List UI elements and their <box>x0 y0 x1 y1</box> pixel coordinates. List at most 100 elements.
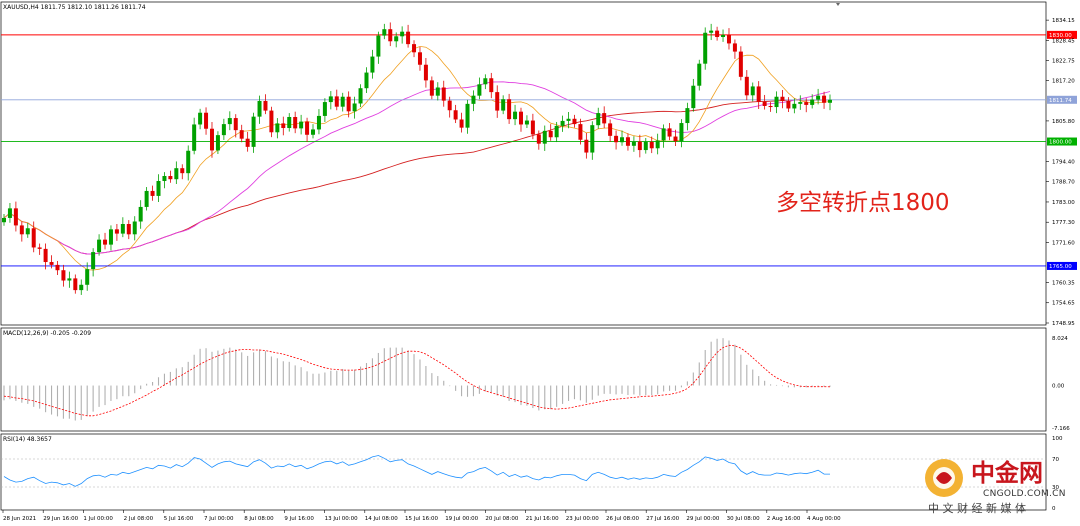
price-tick-label: 1822.75 <box>1052 59 1075 65</box>
candle-body <box>590 125 595 153</box>
candle-body <box>548 130 553 138</box>
time-tick-label: 14 Jul 08:00 <box>365 516 398 522</box>
candle-body <box>31 228 36 248</box>
candle-body <box>370 56 375 73</box>
candle-body <box>174 168 179 180</box>
candle-body <box>412 44 417 53</box>
candle-body <box>299 121 304 129</box>
candle-body <box>750 86 755 96</box>
rsi-line <box>3 455 830 487</box>
candle-body <box>584 139 589 153</box>
rsi-panel <box>0 433 1047 511</box>
candle-body <box>156 180 161 196</box>
candle-body <box>221 124 226 136</box>
candle-body <box>530 120 535 135</box>
level-tag-1811.74 <box>1047 95 1077 104</box>
time-tick-label: 26 Jul 08:00 <box>606 516 639 522</box>
candle-body <box>596 113 601 126</box>
watermark-slogan: 中 文 财 经 新 媒 体 <box>928 501 1026 515</box>
price-tick-label: 1794.40 <box>1052 159 1075 165</box>
candle-body <box>114 229 119 234</box>
time-tick-label: 2 Jul 08:00 <box>124 516 154 522</box>
candle-body <box>429 80 434 96</box>
candle-body <box>828 99 832 103</box>
candle-body <box>495 92 500 111</box>
candle-body <box>441 87 446 101</box>
candle-body <box>305 121 310 135</box>
candle-body <box>554 125 559 138</box>
candle-body <box>192 124 197 151</box>
macd-tick-label: 8.024 <box>1052 336 1068 342</box>
candle-body <box>518 111 523 125</box>
level-tag-text-1811.74: 1811.74 <box>1049 98 1072 104</box>
candle-body <box>388 29 393 42</box>
candle-body <box>7 208 12 218</box>
candle-body <box>732 43 737 52</box>
macd-tick-label: 0.00 <box>1052 384 1065 390</box>
time-tick-label: 20 Jul 08:00 <box>485 516 518 522</box>
time-tick-label: 29 Jun 16:00 <box>43 516 78 522</box>
candle-body <box>697 63 702 86</box>
candle-body <box>792 103 797 109</box>
candle-body <box>198 112 203 125</box>
candle-body <box>774 96 779 108</box>
candle-body <box>19 225 24 235</box>
price-layer <box>1 22 1046 295</box>
candle-body <box>316 115 321 130</box>
candle-body <box>204 112 209 129</box>
price-tick-label: 1834.15 <box>1052 18 1075 24</box>
price-tick-label: 1805.80 <box>1052 119 1075 125</box>
level-tag-1765.00 <box>1047 261 1077 270</box>
macd-tick-label: -7.166 <box>1052 426 1070 432</box>
level-tag-text-1800.00: 1800.00 <box>1049 140 1072 146</box>
candle-body <box>281 123 286 129</box>
candle-body <box>251 116 256 147</box>
price-tick-label: 1817.20 <box>1052 78 1075 84</box>
candle-body <box>25 228 30 235</box>
candle-body <box>507 99 512 120</box>
candle-body <box>168 176 173 180</box>
candle-body <box>513 111 518 120</box>
rsi-tick-label: 100 <box>1052 436 1063 442</box>
time-tick-label: 5 Jul 16:00 <box>164 516 194 522</box>
candle-body <box>180 168 185 174</box>
candle-body <box>810 99 815 105</box>
candle-body <box>483 78 488 85</box>
candle-body <box>49 262 54 265</box>
candle-body <box>293 116 298 129</box>
candle-body <box>13 208 18 226</box>
time-tick-label: 30 Jul 08:00 <box>727 516 760 522</box>
price-tick-label: 1754.65 <box>1052 301 1075 307</box>
level-tag-text-1830.00: 1830.00 <box>1049 33 1072 39</box>
candle-body <box>459 119 464 128</box>
candle-body <box>738 51 743 77</box>
price-tick-label: 1783.00 <box>1052 200 1075 206</box>
candle-body <box>358 88 363 104</box>
candle-body <box>269 110 274 133</box>
macd-panel <box>0 327 1047 432</box>
candle-body <box>661 128 666 141</box>
candle-body <box>186 150 191 174</box>
candle-body <box>263 101 268 111</box>
candle-body <box>649 141 654 149</box>
candle-body <box>703 32 708 64</box>
candle-body <box>631 141 636 146</box>
price-tick-label: 1777.30 <box>1052 220 1075 226</box>
candle-body <box>602 113 607 124</box>
candle-body <box>726 34 731 44</box>
price-tick-label: 1771.60 <box>1052 240 1075 246</box>
candle-body <box>655 140 660 149</box>
watermark-name: 中金网 <box>971 459 1043 487</box>
candle-body <box>138 206 143 222</box>
level-tag-1800.00 <box>1047 137 1077 146</box>
time-tick-label: 7 Jul 00:00 <box>204 516 234 522</box>
candle-body <box>780 96 785 102</box>
candle-body <box>667 128 672 137</box>
candle-body <box>239 130 244 139</box>
candle-body <box>132 221 137 235</box>
candle-body <box>501 99 506 111</box>
watermark-url: CNGOLD.COM.CN <box>983 489 1066 499</box>
candle-body <box>804 102 809 105</box>
price-tick-label: 1748.95 <box>1052 321 1075 327</box>
